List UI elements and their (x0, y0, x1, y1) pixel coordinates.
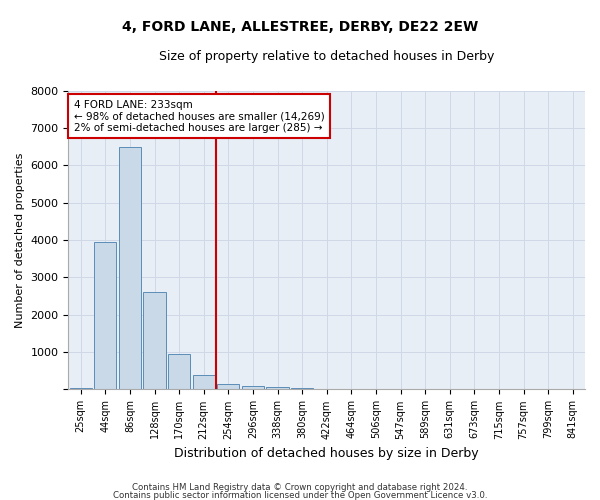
Bar (266, 386, 289, 390)
Bar (217, 384, 239, 390)
Title: Size of property relative to detached houses in Derby: Size of property relative to detached ho… (159, 50, 494, 63)
Text: Contains public sector information licensed under the Open Government Licence v3: Contains public sector information licen… (113, 491, 487, 500)
Bar (168, 354, 190, 390)
Text: Contains HM Land Registry data © Crown copyright and database right 2024.: Contains HM Land Registry data © Crown c… (132, 484, 468, 492)
Bar (242, 386, 264, 390)
Bar (119, 146, 141, 390)
Bar (193, 374, 215, 390)
Bar (70, 388, 92, 390)
Text: 4 FORD LANE: 233sqm
← 98% of detached houses are smaller (14,269)
2% of semi-det: 4 FORD LANE: 233sqm ← 98% of detached ho… (74, 100, 325, 132)
Text: 4, FORD LANE, ALLESTREE, DERBY, DE22 2EW: 4, FORD LANE, ALLESTREE, DERBY, DE22 2EW (122, 20, 478, 34)
X-axis label: Distribution of detached houses by size in Derby: Distribution of detached houses by size … (175, 447, 479, 460)
Bar (94, 242, 116, 390)
Bar (291, 388, 313, 390)
Y-axis label: Number of detached properties: Number of detached properties (15, 152, 25, 328)
Bar (143, 292, 166, 390)
